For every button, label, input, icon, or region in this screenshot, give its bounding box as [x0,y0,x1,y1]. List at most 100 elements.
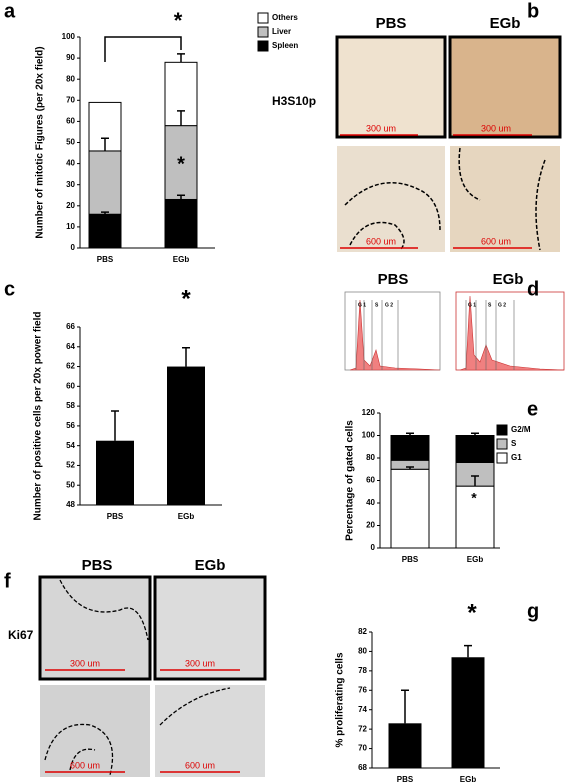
legend-label: G1 [511,453,522,462]
scale-label: 300 um [481,123,511,133]
y-tick-label: 10 [66,222,75,231]
y-tick-label: 68 [358,763,367,772]
scale-label: 600 um [481,236,511,246]
y-tick-label: 80 [366,453,375,462]
bar-segment [88,213,122,249]
error-bar [406,432,414,436]
y-tick-label: 60 [66,117,75,126]
y-tick-label: 0 [71,243,76,252]
y-tick-label: 90 [66,53,75,62]
annotation: * [467,599,477,626]
legend-label: S [511,439,517,448]
y-tick-label: 70 [66,95,75,104]
x-tick-label: EGb [467,555,484,564]
micrograph [337,146,445,252]
panel-label: f [4,570,11,592]
y-tick-label: 76 [358,685,367,694]
x-tick-label: PBS [107,512,124,521]
x-tick-label: PBS [97,255,114,264]
error-bar [177,194,185,200]
y-tick-label: 72 [358,724,367,733]
y-tick-label: 80 [66,74,75,83]
bar-segment [164,125,198,200]
y-tick-label: 20 [66,201,75,210]
y-axis-label: Percentage of gated cells [345,420,356,541]
panel-label: d [527,278,539,300]
bar-segment [390,468,430,549]
region-outline [458,147,546,251]
legend-swatch [496,452,508,464]
scale-label: 600 um [70,760,100,770]
histogram-trace [349,299,441,371]
y-tick-label: 60 [366,476,375,485]
bar-segment [455,435,495,463]
x-tick-label: EGb [460,775,477,783]
bar-segment [88,150,122,215]
bar [451,657,485,768]
panel-label: b [527,0,539,22]
y-tick-label: 54 [66,441,75,450]
panel-label: c [4,278,15,300]
error-bar [406,466,414,470]
y-tick-label: 62 [66,362,75,371]
micrograph [155,685,265,777]
y-tick-label: 50 [66,480,75,489]
gate-label: G 2 [385,302,393,308]
group-label: PBS [376,15,407,32]
gate-label: S [375,302,379,308]
scale-label: 600 um [366,236,396,246]
y-tick-label: 58 [66,401,75,410]
y-tick-label: 60 [66,381,75,390]
x-tick-label: EGb [173,255,190,264]
micrograph [153,575,267,681]
scale-label: 300 um [185,658,215,668]
y-tick-label: 66 [66,322,75,331]
scale-label: 300 um [70,658,100,668]
annotation: * [177,153,185,175]
gate-lines [355,300,515,370]
region-outline [344,182,441,251]
x-tick-label: EGb [178,512,195,521]
error-bar [101,211,109,215]
error-bar [471,475,479,487]
annotation: * [471,490,477,506]
y-tick-label: 100 [362,431,376,440]
gate-label: S [488,302,492,308]
legend-swatch [257,26,269,38]
error-bar [401,689,409,724]
y-tick-label: 48 [66,500,75,509]
error-bar [464,644,472,658]
bar-segment [164,198,198,249]
annotation: * [174,8,183,33]
region-outline [159,687,231,726]
y-tick-label: 40 [66,159,75,168]
bar [96,440,134,505]
micrograph [448,35,562,139]
group-label: EGb [195,557,226,574]
scale-label: 600 um [185,760,215,770]
panel-label: g [527,600,539,622]
panel-label: a [4,0,16,22]
legend-label: Spleen [272,41,298,50]
region-outline [44,723,114,776]
region-outline [59,579,149,641]
y-tick-label: 70 [358,744,367,753]
group-label: PBS [82,557,113,574]
micrograph [335,35,447,139]
legend-label: G2/M [511,425,531,434]
y-tick-label: 74 [358,705,367,714]
y-axis-label: Number of positive cells per 20x power f… [33,312,44,521]
gate-label: G 2 [498,302,506,308]
y-tick-label: 82 [358,627,367,636]
y-tick-label: 20 [366,521,375,530]
error-bar [471,432,479,436]
y-tick-label: 80 [358,647,367,656]
y-tick-label: 30 [66,180,75,189]
bar-segment [390,435,430,461]
group-label: EGb [490,15,521,32]
stain-label: H3S10p [272,94,316,108]
micrograph [40,685,150,777]
gate-label: G 1 [358,302,366,308]
y-tick-label: 120 [362,408,376,417]
